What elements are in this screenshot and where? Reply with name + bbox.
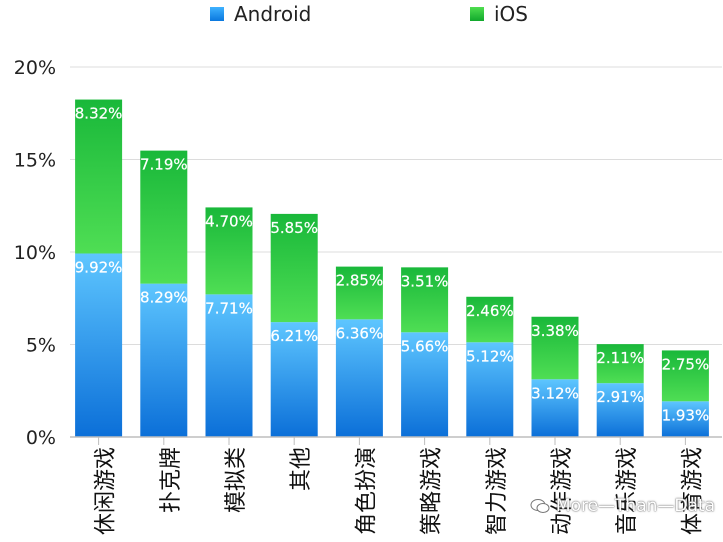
y-tick-label: 10% bbox=[14, 242, 56, 264]
bar-ios bbox=[401, 267, 449, 333]
data-label: 2.91% bbox=[596, 388, 644, 406]
legend-item-android: Android bbox=[210, 2, 311, 26]
y-tick-label: 5% bbox=[26, 335, 56, 357]
legend-swatch-ios bbox=[470, 7, 484, 21]
bar-ios bbox=[140, 150, 188, 284]
data-label: 8.32% bbox=[75, 105, 123, 123]
data-label: 5.12% bbox=[466, 347, 514, 365]
data-label: 4.70% bbox=[205, 212, 253, 230]
data-label: 6.36% bbox=[336, 324, 384, 342]
bar-ios bbox=[75, 99, 123, 254]
bar-android bbox=[596, 383, 644, 437]
bar-android bbox=[401, 332, 449, 437]
data-label: 3.38% bbox=[531, 322, 579, 340]
data-label: 7.71% bbox=[205, 299, 253, 317]
x-tick-label: 休闲游戏 bbox=[94, 447, 119, 535]
data-label: 8.29% bbox=[140, 289, 188, 307]
bar-android bbox=[661, 401, 709, 437]
x-tick-label: 动作游戏 bbox=[550, 447, 575, 535]
legend-label-ios: iOS bbox=[494, 2, 528, 26]
bar-android bbox=[270, 322, 318, 437]
bar-ios bbox=[531, 316, 579, 380]
y-tick-label: 20% bbox=[14, 57, 56, 79]
legend-label-android: Android bbox=[234, 2, 312, 26]
x-tick-label: 模拟类 bbox=[224, 447, 249, 513]
data-label: 7.19% bbox=[140, 156, 188, 174]
data-label: 3.12% bbox=[531, 384, 579, 402]
y-tick-label: 0% bbox=[26, 427, 56, 449]
data-label: 2.46% bbox=[466, 302, 514, 320]
legend-swatch-android bbox=[210, 7, 224, 21]
x-tick-label: 其他 bbox=[289, 447, 314, 491]
bar-android bbox=[466, 342, 514, 437]
bar-android bbox=[140, 283, 188, 437]
data-label: 2.85% bbox=[336, 272, 384, 290]
bar-ios bbox=[270, 213, 318, 323]
bar-android bbox=[75, 253, 123, 437]
x-tick-label: 角色扮演 bbox=[354, 447, 379, 535]
bar-android bbox=[205, 294, 253, 437]
data-label: 5.85% bbox=[270, 219, 318, 237]
y-tick-label: 15% bbox=[14, 150, 56, 172]
data-label: 9.92% bbox=[75, 258, 123, 276]
data-label: 1.93% bbox=[662, 406, 710, 424]
data-label: 5.66% bbox=[401, 337, 449, 355]
x-tick-label: 策略游戏 bbox=[420, 447, 445, 535]
data-label: 2.11% bbox=[596, 349, 644, 367]
bar-android bbox=[531, 379, 579, 437]
watermark-text: More—Than—Data bbox=[555, 496, 715, 516]
x-tick-label: 扑克牌 bbox=[159, 447, 184, 513]
bar-ios bbox=[205, 207, 253, 295]
x-tick-label: 体育游戏 bbox=[680, 447, 705, 535]
bar-ios bbox=[335, 266, 383, 320]
data-label: 6.21% bbox=[270, 327, 318, 345]
x-tick-label: 音乐游戏 bbox=[615, 447, 640, 535]
bar-android bbox=[335, 319, 383, 437]
wechat-icon bbox=[530, 499, 550, 513]
watermark: More—Than—Data bbox=[530, 496, 715, 516]
bar-ios bbox=[466, 296, 514, 343]
data-label: 3.51% bbox=[401, 272, 449, 290]
bar-ios bbox=[596, 344, 644, 384]
legend-item-ios: iOS bbox=[470, 2, 528, 26]
x-tick-label: 智力游戏 bbox=[485, 447, 510, 535]
data-label: 2.75% bbox=[662, 355, 710, 373]
bar-ios bbox=[661, 350, 709, 402]
